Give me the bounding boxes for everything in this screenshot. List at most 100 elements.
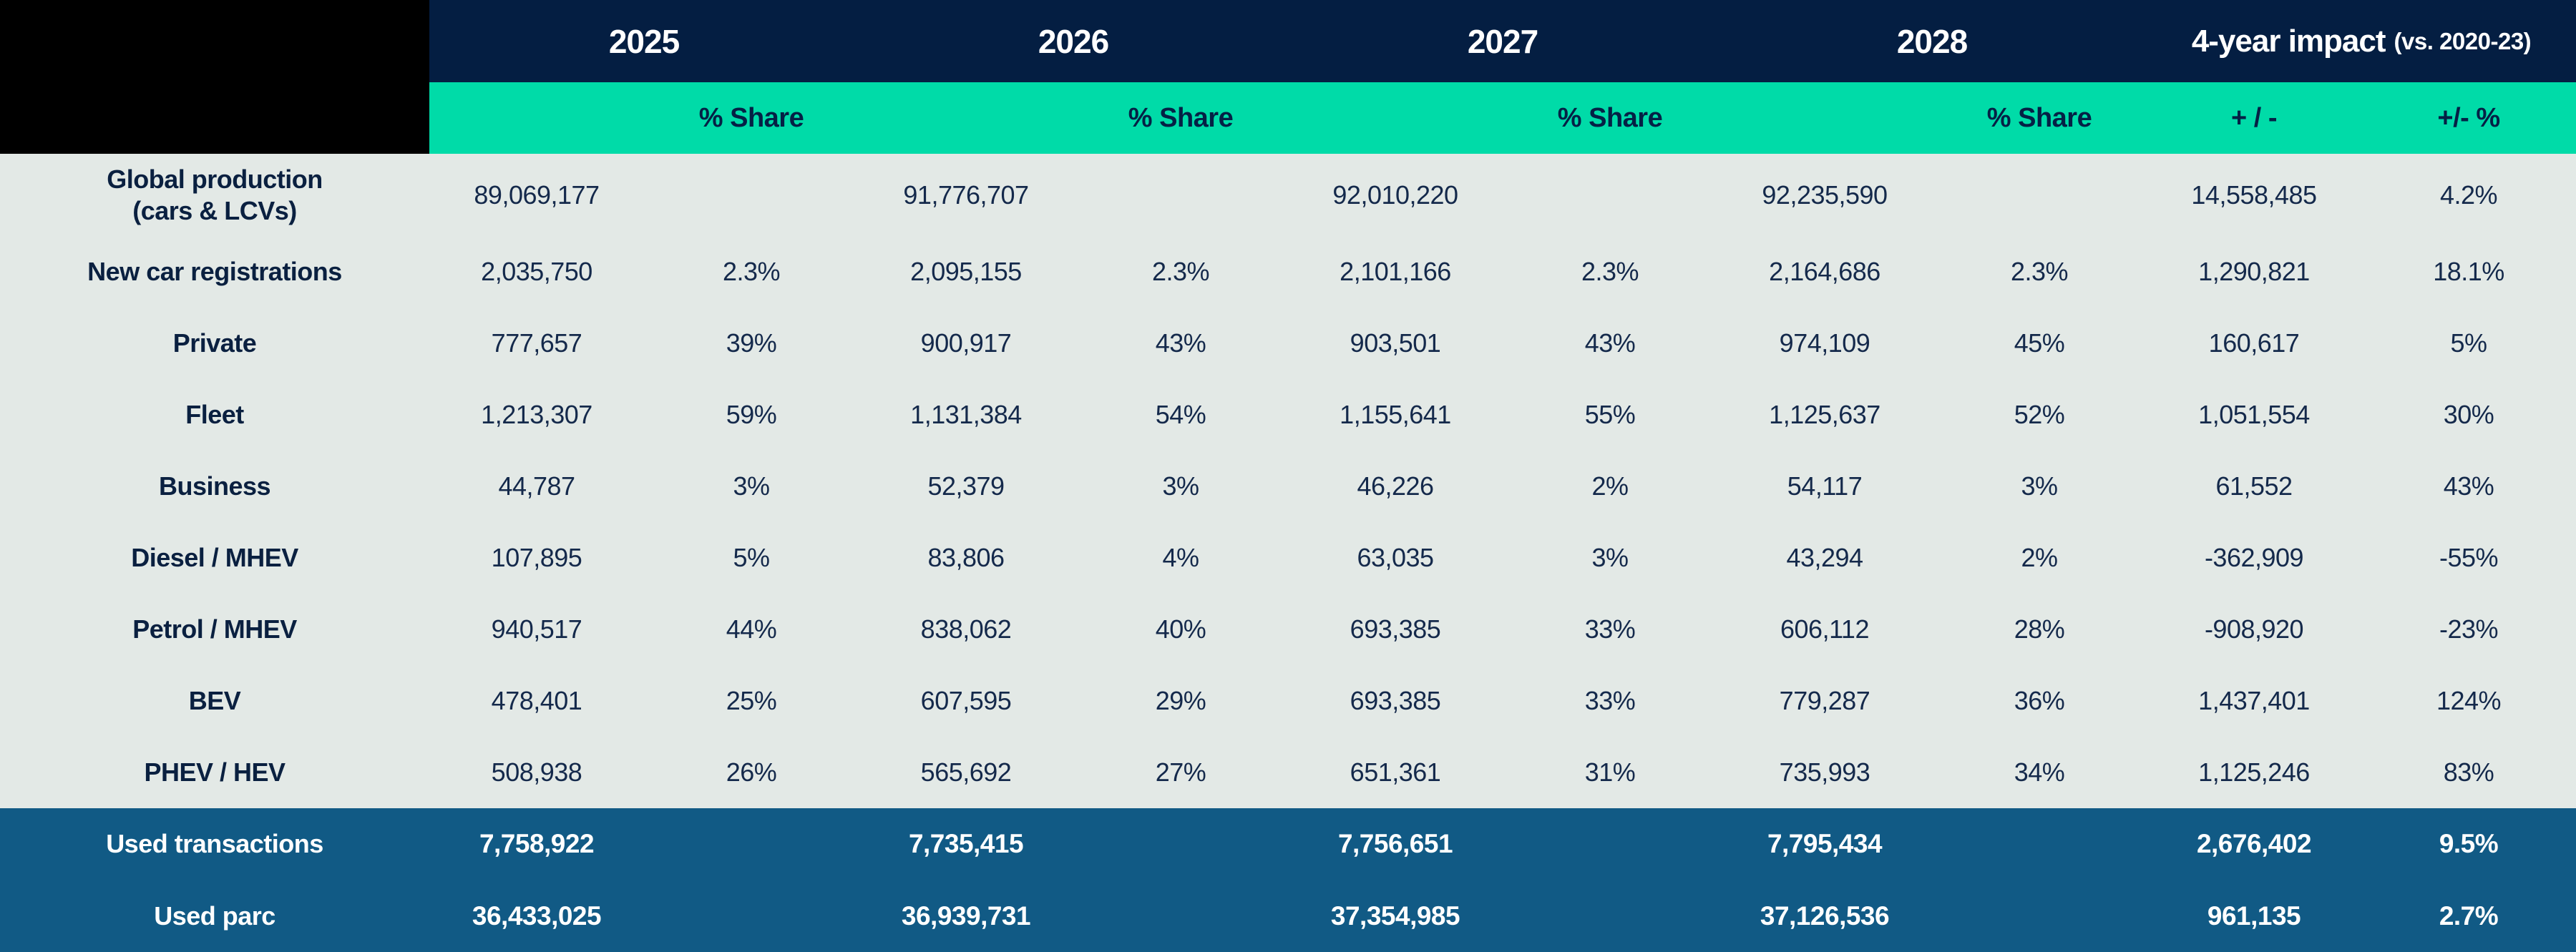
share-cell-2028: 52% [2014, 400, 2065, 429]
year-header-2028: 2028 [1896, 22, 1968, 60]
value-cell-2026: 1,131,384 [910, 400, 1022, 429]
value-cell-2027: 1,155,641 [1340, 400, 1451, 429]
value-cell-2028: 92,235,590 [1762, 180, 1888, 210]
row-label: Diesel / MHEV [131, 543, 298, 573]
value-cell-2025: 44,787 [498, 471, 575, 501]
row-label: New car registrations [87, 257, 342, 287]
value-cell-2025: 1,213,307 [481, 400, 592, 429]
impact-pct-cell: 124% [2436, 686, 2502, 715]
subheader-row: % Share % Share % Share % Share + / - +/… [0, 82, 2576, 154]
table-row: Global production (cars & LCVs) 89,069,1… [0, 154, 2576, 236]
subheader-spacer [1717, 82, 1932, 154]
impact-pct-cell: 2.7% [2439, 901, 2499, 931]
impact-pct-cell: 30% [2443, 400, 2494, 429]
share-cell-2025: 39% [726, 328, 777, 358]
share-cell-2028: 2% [2021, 543, 2058, 572]
impact-value-cell: 961,135 [2207, 901, 2301, 931]
impact-pct-cell: -55% [2439, 543, 2499, 572]
share-cell-2028 [1932, 154, 2147, 236]
value-cell-2026: 7,735,415 [908, 829, 1024, 859]
impact-pct-cell: 43% [2443, 471, 2494, 501]
value-cell-2027: 92,010,220 [1332, 180, 1458, 210]
share-cell-2027: 3% [1591, 543, 1629, 572]
share-cell-2027: 2% [1591, 471, 1629, 501]
share-header-2025: % Share [698, 102, 804, 133]
subheader-spacer [1288, 82, 1503, 154]
share-cell-2025: 59% [726, 400, 777, 429]
share-cell-2026: 43% [1155, 328, 1206, 358]
value-cell-2028: 43,294 [1786, 543, 1863, 572]
value-cell-2028: 2,164,686 [1769, 257, 1880, 286]
impact-pct-cell: -23% [2439, 614, 2499, 644]
row-label: Used parc [154, 901, 275, 931]
share-cell-2028: 34% [2014, 757, 2065, 787]
value-cell-2027: 2,101,166 [1340, 257, 1451, 286]
value-cell-2025: 36,433,025 [472, 901, 602, 931]
impact-value-cell: 2,676,402 [2196, 829, 2312, 859]
value-cell-2026: 838,062 [920, 614, 1012, 644]
value-cell-2025: 777,657 [491, 328, 582, 358]
value-cell-2025: 478,401 [491, 686, 582, 715]
value-cell-2027: 46,226 [1357, 471, 1434, 501]
share-header-2026: % Share [1128, 102, 1234, 133]
table-row: Business 44,787 3% 52,379 3% 46,226 2% 5… [0, 451, 2576, 522]
share-cell-2028: 2.3% [2010, 257, 2069, 286]
row-label: Private [172, 328, 257, 358]
share-cell-2028: 3% [2021, 471, 2058, 501]
share-cell-2028: 28% [2014, 614, 2065, 644]
value-cell-2027: 693,385 [1350, 614, 1441, 644]
impact-pct-cell: 5% [2450, 328, 2487, 358]
row-label: PHEV / HEV [144, 757, 286, 787]
share-header-2027: % Share [1557, 102, 1663, 133]
impact-value-cell: 1,290,821 [2198, 257, 2310, 286]
share-cell-2028 [1932, 808, 2147, 880]
value-cell-2026: 91,776,707 [903, 180, 1029, 210]
value-cell-2026: 565,692 [920, 757, 1012, 787]
subheader-spacer [429, 82, 644, 154]
years-header-row: 2025 2026 2027 2028 4-year impact (vs. 2… [0, 0, 2576, 82]
impact-subtitle: (vs. 2020-23) [2394, 27, 2532, 54]
share-cell-2026: 54% [1155, 400, 1206, 429]
share-cell-2026 [1073, 880, 1288, 952]
share-cell-2028 [1932, 880, 2147, 952]
share-cell-2025 [644, 880, 859, 952]
value-cell-2025: 89,069,177 [474, 180, 600, 210]
value-cell-2028: 54,117 [1787, 471, 1863, 501]
value-cell-2028: 1,125,637 [1769, 400, 1880, 429]
impact-value-cell: 1,125,246 [2198, 757, 2310, 787]
share-cell-2025 [644, 808, 859, 880]
year-header-2027: 2027 [1467, 22, 1538, 60]
value-cell-2028: 735,993 [1779, 757, 1870, 787]
share-cell-2027: 33% [1584, 614, 1636, 644]
share-cell-2025: 26% [726, 757, 777, 787]
row-label: Business [158, 471, 271, 501]
value-cell-2028: 37,126,536 [1760, 901, 1890, 931]
value-cell-2026: 900,917 [920, 328, 1012, 358]
value-cell-2027: 903,501 [1350, 328, 1441, 358]
share-cell-2026: 3% [1162, 471, 1199, 501]
value-cell-2025: 2,035,750 [481, 257, 592, 286]
impact-header: 4-year impact (vs. 2020-23) [2147, 0, 2576, 82]
year-header-2026: 2026 [1038, 22, 1109, 60]
value-cell-2026: 36,939,731 [901, 901, 1031, 931]
table-row: PHEV / HEV 508,938 26% 565,692 27% 651,3… [0, 737, 2576, 808]
share-cell-2027: 33% [1584, 686, 1636, 715]
value-cell-2028: 606,112 [1780, 614, 1869, 644]
value-cell-2027: 651,361 [1350, 757, 1441, 787]
table-row: Fleet 1,213,307 59% 1,131,384 54% 1,155,… [0, 379, 2576, 451]
share-cell-2027: 43% [1584, 328, 1636, 358]
value-cell-2027: 63,035 [1357, 543, 1434, 572]
share-cell-2028: 45% [2014, 328, 2065, 358]
share-cell-2026: 29% [1155, 686, 1206, 715]
value-cell-2025: 508,938 [491, 757, 582, 787]
share-cell-2027 [1503, 154, 1717, 236]
share-cell-2025: 25% [726, 686, 777, 715]
value-cell-2027: 693,385 [1350, 686, 1441, 715]
impact-pct-cell: 9.5% [2439, 829, 2499, 859]
value-cell-2028: 974,109 [1779, 328, 1870, 358]
table-body: Global production (cars & LCVs) 89,069,1… [0, 154, 2576, 952]
value-cell-2025: 940,517 [491, 614, 582, 644]
impact-value-cell: 1,051,554 [2198, 400, 2310, 429]
value-cell-2026: 52,379 [927, 471, 1005, 501]
